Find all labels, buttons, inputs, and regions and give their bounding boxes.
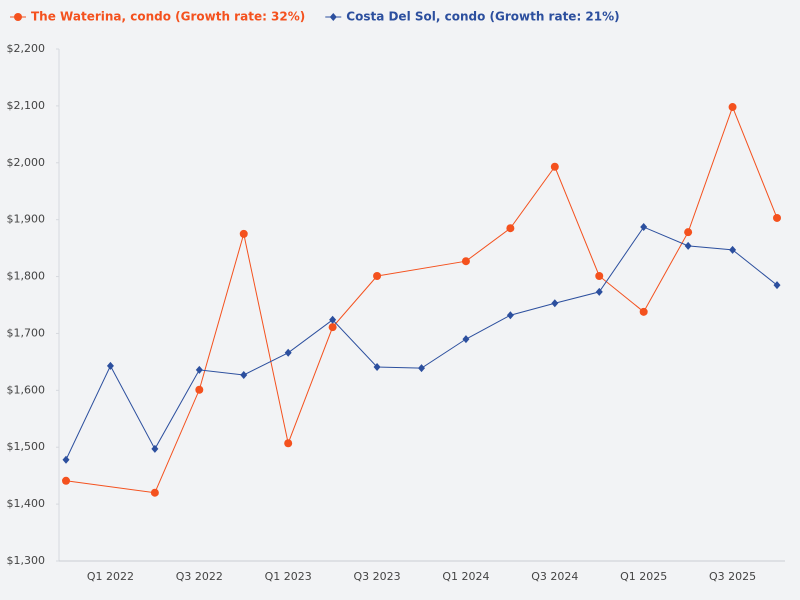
point — [62, 476, 70, 485]
point — [506, 224, 515, 233]
x-tick-label: Q1 2022 — [87, 570, 134, 583]
y-tick-label: $1,900 — [7, 213, 46, 226]
point — [329, 315, 337, 324]
point — [773, 281, 781, 290]
x-tick-label: Q3 2024 — [531, 570, 578, 583]
point — [418, 364, 425, 373]
y-tick-label: $2,000 — [7, 156, 46, 169]
point — [595, 271, 604, 280]
point — [150, 488, 159, 497]
point — [284, 348, 292, 357]
y-tick-label: $1,300 — [7, 554, 46, 567]
point — [684, 241, 692, 250]
point — [684, 228, 693, 237]
point — [550, 162, 559, 171]
point — [773, 213, 781, 222]
y-tick-label: $1,800 — [7, 270, 46, 283]
point — [506, 311, 514, 320]
point — [195, 365, 203, 374]
point — [551, 299, 559, 308]
legend-label: Costa Del Sol, condo (Growth rate: 21%) — [346, 10, 619, 24]
point — [239, 229, 248, 238]
point — [151, 444, 159, 453]
x-tick-label: Q1 2024 — [442, 570, 489, 583]
point — [240, 370, 248, 379]
y-tick-label: $1,700 — [7, 326, 46, 339]
point — [195, 385, 204, 394]
y-tick-label: $2,200 — [7, 42, 46, 55]
legend-label: The Waterina, condo (Growth rate: 32%) — [31, 10, 305, 24]
x-tick-label: Q3 2025 — [709, 570, 756, 583]
x-tick-label: Q1 2025 — [620, 570, 667, 583]
point — [728, 103, 737, 112]
point — [640, 223, 648, 232]
x-tick-label: Q3 2022 — [176, 570, 223, 583]
point — [373, 363, 381, 372]
x-tick-label: Q1 2023 — [265, 570, 312, 583]
y-tick-label: $2,100 — [7, 99, 46, 112]
point — [595, 287, 603, 296]
point — [462, 335, 470, 344]
y-tick-label: $1,600 — [7, 383, 46, 396]
point — [461, 257, 470, 266]
point — [729, 245, 737, 254]
point — [373, 271, 382, 280]
x-tick-label: Q3 2023 — [353, 570, 400, 583]
point — [14, 13, 22, 21]
point — [106, 361, 114, 370]
point — [329, 13, 337, 21]
point — [284, 439, 293, 448]
y-tick-label: $1,400 — [7, 497, 46, 510]
y-tick-label: $1,500 — [7, 440, 46, 453]
point — [62, 455, 70, 464]
point — [639, 307, 648, 316]
point — [328, 323, 337, 332]
